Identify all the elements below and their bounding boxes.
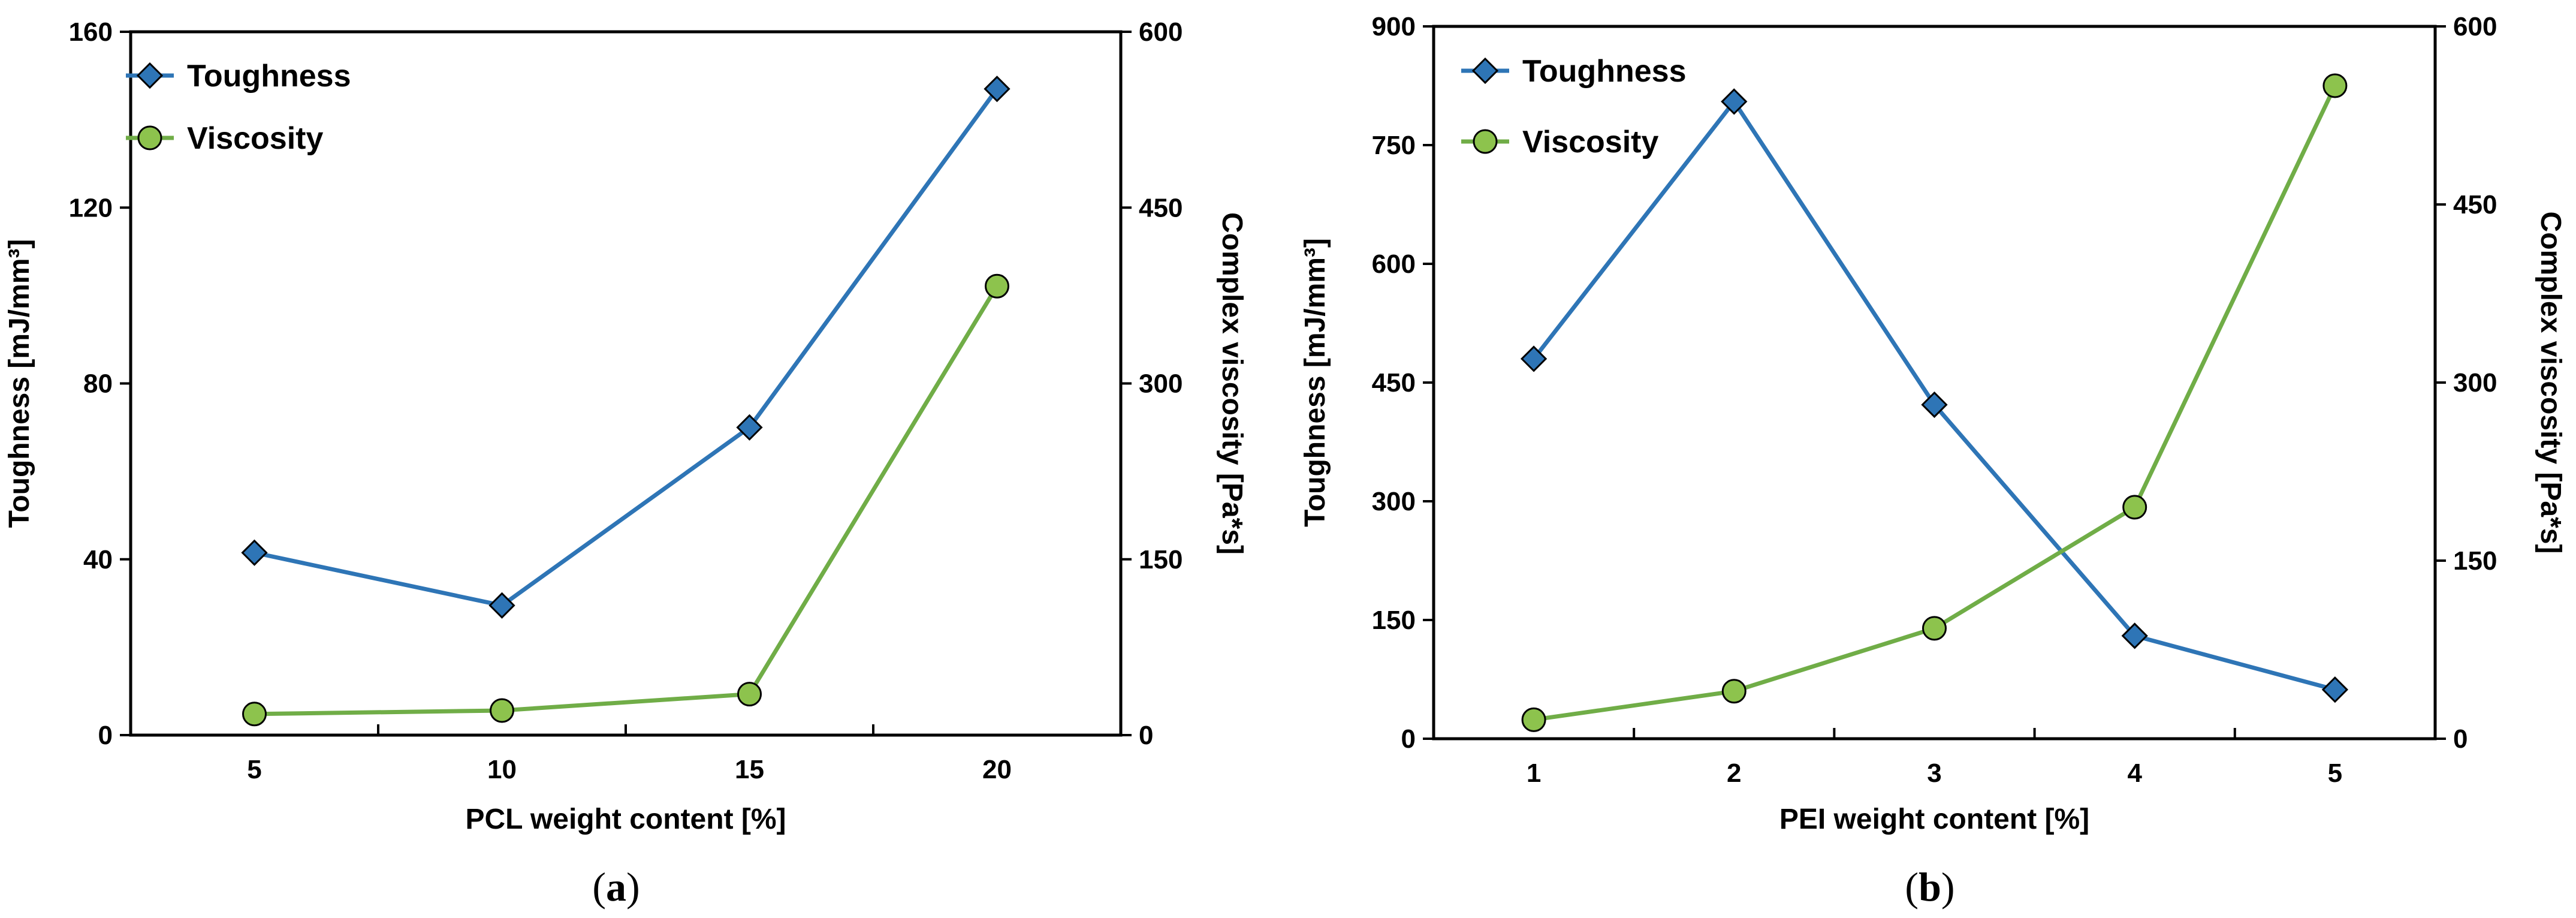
y-tick-label: 150 (1372, 606, 1416, 635)
data-point-viscosity (490, 698, 514, 723)
y-tick-label: 900 (1372, 12, 1416, 41)
x-tick-label: 20 (982, 755, 1012, 784)
legend-marker-toughness (136, 62, 164, 89)
y-tick-label: 300 (1372, 487, 1416, 516)
legend-marker-viscosity (1473, 129, 1498, 154)
y2-tick-label: 300 (2453, 368, 2497, 398)
x-tick-label: 5 (2328, 759, 2342, 788)
y-tick-label: 40 (83, 545, 113, 574)
y2-tick-label: 150 (2453, 546, 2497, 576)
x-axis-label: PCL weight content [%] (465, 803, 786, 835)
data-point-viscosity (1521, 707, 1546, 732)
data-point-viscosity (242, 702, 267, 727)
legend-label: Viscosity (1522, 125, 1658, 159)
x-tick-label: 10 (487, 755, 517, 784)
y-tick-label: 120 (69, 193, 113, 222)
y2-axis-label: Complex viscosity [Pa*s] (2535, 212, 2566, 554)
y-axis-label: Toughness [mJ/mm³] (4, 239, 35, 528)
x-tick-label: 2 (1727, 759, 1741, 788)
data-point-toughness (2121, 622, 2148, 649)
x-tick-label: 5 (247, 755, 261, 784)
data-point-toughness (488, 592, 515, 619)
y2-axis-label: Complex viscosity [Pa*s] (1216, 212, 1248, 555)
legend-label: Viscosity (187, 121, 323, 156)
caption-b: (b) (1905, 864, 1954, 910)
y-tick-label: 750 (1372, 131, 1416, 160)
x-tick-label: 15 (735, 755, 764, 784)
data-point-viscosity (1721, 679, 1747, 704)
data-point-viscosity (2322, 73, 2348, 98)
legend-label: Toughness (187, 59, 351, 94)
caption-a: (a) (592, 864, 640, 910)
data-point-toughness (736, 414, 763, 441)
legend-label: Toughness (1522, 54, 1686, 89)
data-point-toughness (1921, 391, 1948, 419)
data-point-toughness (1721, 88, 1748, 115)
y-tick-label: 600 (1372, 249, 1416, 279)
legend-marker-toughness (1471, 57, 1499, 85)
y-axis-label: Toughness [mJ/mm³] (1299, 238, 1331, 527)
data-point-toughness (2321, 676, 2349, 703)
y2-tick-label: 150 (1139, 545, 1183, 574)
y2-tick-label: 0 (2453, 724, 2468, 754)
data-point-viscosity (985, 273, 1009, 299)
x-axis-label: PEI weight content [%] (1779, 803, 2089, 835)
y-tick-label: 0 (98, 721, 113, 750)
y-tick-label: 80 (83, 369, 113, 399)
chart-panel-b: 0 150 300 450 600 750 900 0 150 300 450 600 1 2 3 4 5 PEI… (1299, 12, 2566, 835)
series-line-viscosity (254, 285, 999, 717)
legend-marker-viscosity (137, 125, 162, 151)
data-point-toughness (241, 539, 268, 566)
data-point-viscosity (2122, 495, 2147, 520)
x-tick-label: 1 (1527, 759, 1541, 788)
y2-tick-label: 450 (2453, 190, 2497, 219)
y2-tick-label: 0 (1139, 721, 1153, 750)
y2-tick-label: 600 (2453, 12, 2497, 41)
y-tick-label: 450 (1372, 368, 1416, 398)
y-tick-label: 160 (69, 17, 113, 47)
data-point-toughness (984, 76, 1011, 103)
x-tick-label: 4 (2127, 759, 2142, 788)
y-tick-label: 0 (1401, 724, 1416, 754)
x-tick-label: 3 (1927, 759, 1941, 788)
data-point-viscosity (737, 682, 762, 707)
series-line-toughness (254, 88, 999, 608)
chart-panel-a: 0 40 80 120 160 0 150 300 450 600 5 10 15 20 PCL weigh… (4, 17, 1248, 835)
data-point-toughness (1520, 345, 1548, 372)
y2-tick-label: 450 (1139, 193, 1183, 222)
y2-tick-label: 300 (1139, 369, 1183, 399)
y2-tick-label: 600 (1139, 17, 1183, 47)
data-point-viscosity (1922, 616, 1947, 641)
